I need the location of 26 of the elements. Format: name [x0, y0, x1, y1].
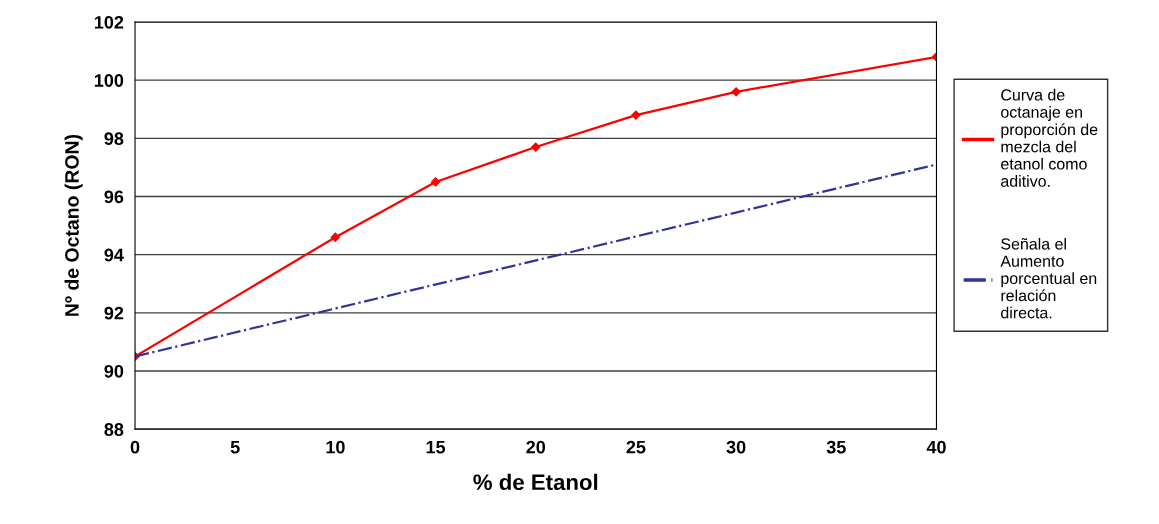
- x-tick-label: 30: [726, 440, 746, 454]
- x-tick-label: 0: [130, 440, 140, 454]
- y-tick-label: 94: [104, 248, 124, 262]
- point: [430, 177, 441, 187]
- point: [731, 87, 741, 97]
- y-tick-label: 88: [104, 423, 124, 436]
- legend-label: Señala el Aumento porcentual en relación directa.: [1000, 237, 1097, 319]
- y-tick-label: 98: [104, 132, 124, 146]
- x-tick-label: 35: [826, 440, 846, 454]
- x-tick-label: 25: [626, 440, 646, 454]
- y-tick-label: 90: [104, 364, 124, 378]
- y-tick-label: 102: [94, 15, 124, 29]
- point: [531, 142, 541, 152]
- x-tick-label: 40: [926, 440, 946, 454]
- x-tick-label: 20: [526, 440, 546, 454]
- legend-label: Curva de octanaje en proporción de mezcla del etanol como aditivo.: [1001, 88, 1098, 187]
- x-tick-label: 5: [230, 440, 240, 454]
- y-tick-label: 96: [104, 190, 124, 204]
- y-tick-label: 92: [104, 306, 124, 320]
- point: [330, 232, 341, 242]
- y-axis-title: Nº de Octano (RON): [64, 134, 83, 316]
- x-tick-label: 15: [426, 440, 446, 454]
- x-tick-label: 10: [326, 440, 345, 454]
- point: [631, 110, 641, 120]
- x-axis-title: % de Etanol: [473, 473, 598, 491]
- y-tick-label: 100: [94, 74, 124, 87]
